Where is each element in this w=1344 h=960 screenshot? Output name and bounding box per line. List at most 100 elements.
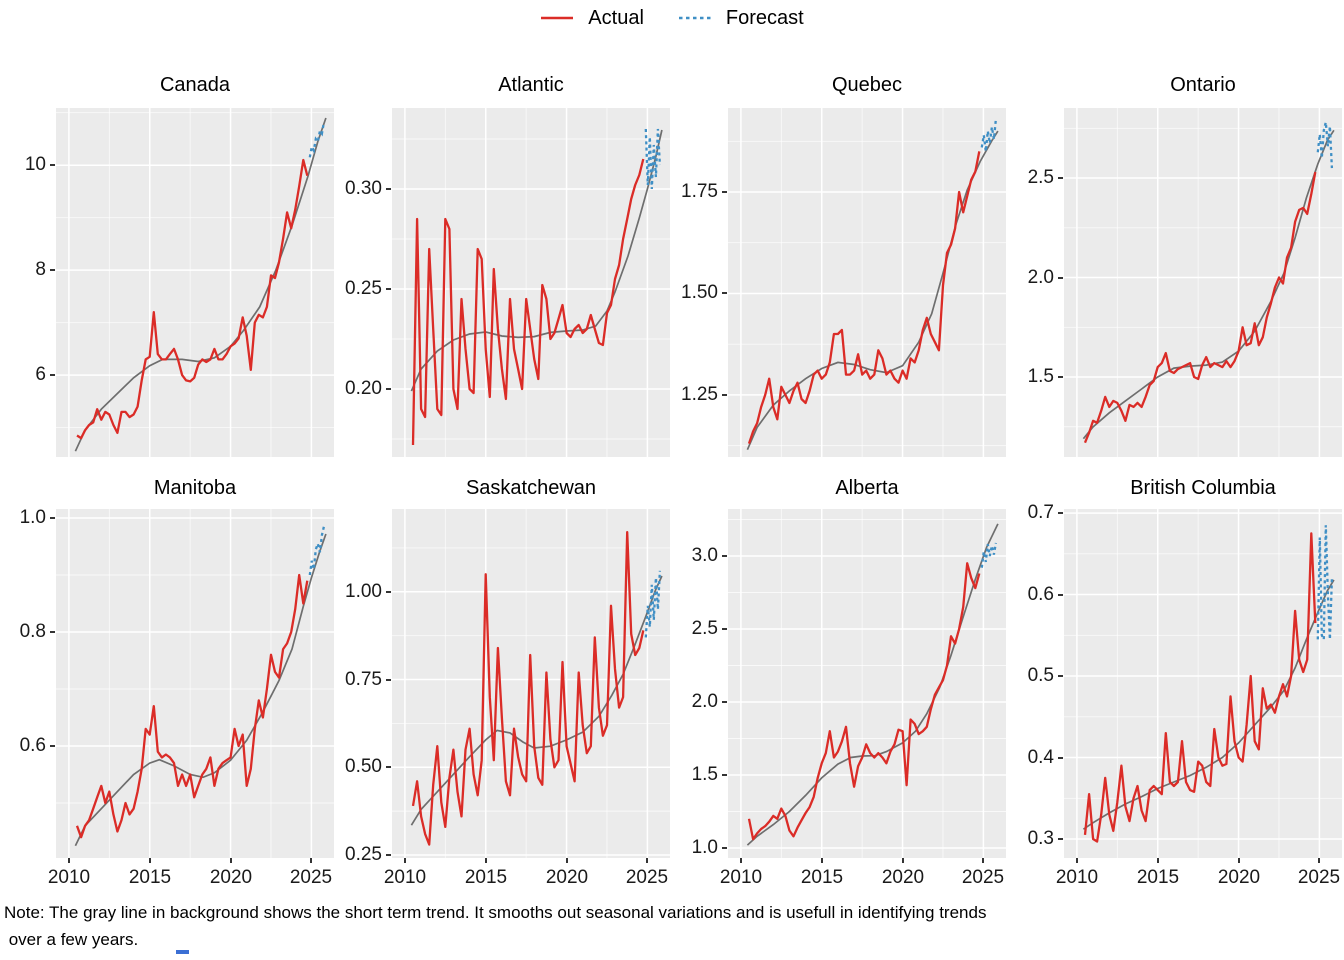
facet-title-atlantic: Atlantic [498, 74, 564, 96]
y-tick-mark [722, 628, 727, 630]
x-tick-mark [230, 858, 232, 863]
facet-cell-canada: Canada 6 8 10 [0, 0, 336, 960]
y-tick-mark [386, 288, 391, 290]
y-tick-mark [1058, 277, 1063, 279]
x-tick-mark [404, 858, 406, 863]
chart-canvas-saskatchewan [392, 509, 670, 858]
y-tick-label: 8 [35, 259, 46, 280]
trend-line [746, 523, 999, 846]
y-tick-mark [50, 269, 55, 271]
y-tick-label: 2.0 [1027, 267, 1054, 288]
y-tick-mark [386, 766, 391, 768]
y-tick-label: 0.50 [345, 756, 382, 777]
facet-cell-quebec: Quebec 1.25 1.50 1.75 [672, 0, 1008, 960]
y-tick-mark [722, 774, 727, 776]
facet-cell-ontario: Ontario 1.5 2.0 2.5 [1008, 0, 1344, 960]
forecast-line [980, 118, 998, 152]
legend-item-actual: Actual [540, 7, 644, 30]
y-tick-mark [722, 191, 727, 193]
x-tick-label: 2025 [961, 867, 1005, 888]
actual-line [1083, 171, 1317, 444]
y-tick-mark [50, 164, 55, 166]
forecast-line-swatch [678, 16, 711, 20]
forecast-line [644, 570, 662, 638]
y-tick-mark [50, 631, 55, 633]
cursor-artifact [176, 950, 189, 954]
legend-label-actual: Actual [588, 6, 644, 29]
x-tick-mark [310, 858, 312, 863]
forecast-line [308, 122, 326, 158]
actual-line [411, 158, 645, 446]
y-tick-label: 1.00 [345, 581, 382, 602]
y-tick-mark [1058, 594, 1063, 596]
forecast-line [644, 128, 662, 190]
x-tick-mark [1157, 858, 1159, 863]
y-tick-label: 1.0 [19, 507, 46, 528]
trend-line [74, 533, 327, 847]
x-tick-label: 2020 [1217, 867, 1261, 888]
y-tick-label: 0.5 [1027, 665, 1054, 686]
y-tick-label: 1.0 [691, 837, 718, 858]
y-tick-label: 1.75 [681, 181, 718, 202]
y-tick-label: 0.8 [19, 621, 46, 642]
x-tick-label: 2010 [383, 867, 427, 888]
x-tick-label: 2025 [625, 867, 669, 888]
forecast-line [980, 542, 998, 568]
y-tick-label: 0.30 [345, 178, 382, 199]
x-tick-label: 2020 [881, 867, 925, 888]
y-tick-mark [386, 388, 391, 390]
x-tick-mark [740, 858, 742, 863]
x-tick-mark [646, 858, 648, 863]
x-tick-mark [902, 858, 904, 863]
chart-canvas-manitoba [56, 509, 334, 858]
y-tick-label: 6 [35, 364, 46, 385]
actual-line [76, 158, 309, 440]
chart-canvas-ontario [1064, 108, 1342, 457]
actual-line-swatch [541, 16, 574, 20]
x-tick-label: 2015 [1136, 867, 1180, 888]
x-tick-label: 2010 [1055, 867, 1099, 888]
chart-canvas-canada [56, 108, 334, 457]
y-tick-label: 1.50 [681, 282, 718, 303]
y-tick-mark [386, 188, 391, 190]
x-tick-label: 2015 [800, 867, 844, 888]
actual-line [75, 573, 309, 839]
facet-title-canada: Canada [159, 74, 231, 96]
y-tick-label: 3.0 [691, 545, 718, 566]
x-tick-mark [1238, 858, 1240, 863]
x-tick-mark [821, 858, 823, 863]
y-tick-label: 1.5 [1027, 366, 1054, 387]
y-tick-mark [1058, 376, 1063, 378]
y-tick-label: 10 [24, 154, 46, 175]
x-tick-mark [1076, 858, 1078, 863]
actual-line [411, 531, 645, 846]
chart-canvas-quebec [728, 108, 1006, 457]
x-tick-mark [149, 858, 151, 863]
facet-cell-alberta: Alberta 1.0 1.5 2.0 2.5 3.0 2010 2015 2020 2025 [672, 0, 1008, 960]
chart-legend: Actual Forecast [0, 2, 1344, 34]
y-tick-label: 2.5 [1027, 167, 1054, 188]
facet-title-saskatchewan: Saskatchewan [465, 477, 597, 499]
y-tick-mark [386, 591, 391, 593]
y-tick-label: 1.25 [681, 384, 718, 405]
y-tick-mark [50, 374, 55, 376]
x-tick-label: 2010 [47, 867, 91, 888]
y-tick-mark [722, 394, 727, 396]
x-tick-mark [68, 858, 70, 863]
facet-title-british-columbia: British Columbia [1130, 477, 1276, 499]
y-tick-mark [722, 555, 727, 557]
y-tick-label: 0.20 [345, 378, 382, 399]
note-text-line1: Note: The gray line in background shows … [4, 903, 987, 922]
x-tick-label: 2015 [128, 867, 172, 888]
y-tick-label: 0.25 [345, 278, 382, 299]
facet-cell-manitoba: Manitoba 0.6 0.8 1.0 2010 2015 2020 2025 [0, 0, 336, 960]
x-tick-mark [982, 858, 984, 863]
x-tick-label: 2010 [719, 867, 763, 888]
actual-line [1083, 532, 1317, 843]
chart-canvas-atlantic [392, 108, 670, 457]
facet-cell-british-columbia: British Columbia 0.3 0.4 0.5 0.6 0.7 2010 2015 2… [1008, 0, 1344, 960]
x-tick-mark [1318, 858, 1320, 863]
y-tick-label: 2.5 [691, 618, 718, 639]
x-tick-label: 2025 [289, 867, 333, 888]
y-tick-label: 0.6 [19, 735, 46, 756]
